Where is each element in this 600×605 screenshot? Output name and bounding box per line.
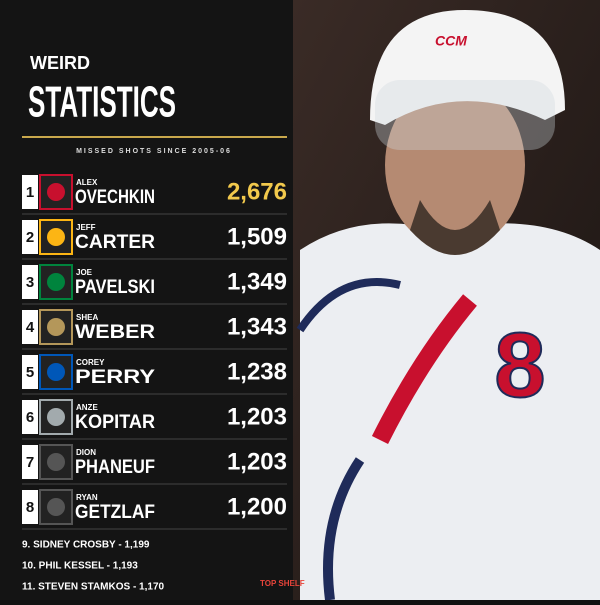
rank: 5 bbox=[26, 364, 34, 381]
shots: 1,349 bbox=[227, 268, 287, 295]
shots: 1,203 bbox=[227, 448, 287, 475]
helmet-logo: CCM bbox=[435, 33, 467, 49]
first-name: ANZE bbox=[76, 403, 98, 412]
photo: CCM 8 bbox=[293, 0, 600, 601]
team-logo-mark bbox=[47, 273, 65, 291]
extra: 10. PHIL KESSEL - 1,193 bbox=[22, 561, 138, 572]
first-name: DION bbox=[76, 448, 96, 457]
rank-box bbox=[22, 310, 38, 344]
last-name: KOPITAR bbox=[75, 412, 155, 433]
rank: 8 bbox=[26, 499, 34, 516]
rank-box bbox=[22, 220, 38, 254]
last-name: OVECHKIN bbox=[75, 187, 155, 208]
rank: 1 bbox=[26, 184, 34, 201]
rank-box bbox=[22, 445, 38, 479]
team-logo-mark bbox=[47, 498, 65, 516]
rank: 6 bbox=[26, 409, 34, 426]
rank: 7 bbox=[26, 454, 34, 471]
rank: 3 bbox=[26, 274, 34, 291]
shots: 1,200 bbox=[227, 493, 287, 520]
shots: 2,676 bbox=[227, 178, 287, 205]
team-logo-mark bbox=[47, 183, 65, 201]
last-name: PAVELSKI bbox=[75, 277, 155, 298]
team-logo-mark bbox=[47, 318, 65, 336]
shots: 1,238 bbox=[227, 358, 287, 385]
last-name: WEBER bbox=[75, 322, 155, 343]
team-logo-mark bbox=[47, 228, 65, 246]
team-logo-mark bbox=[47, 363, 65, 381]
shots: 1,343 bbox=[227, 313, 287, 340]
team-logo-mark bbox=[47, 408, 65, 426]
rank-box bbox=[22, 175, 38, 209]
first-name: SHEA bbox=[76, 313, 98, 322]
kicker: WEIRD bbox=[30, 53, 90, 73]
team-logo-mark bbox=[47, 453, 65, 471]
last-name: PERRY bbox=[75, 367, 155, 388]
rank-box bbox=[22, 490, 38, 524]
rank-box bbox=[22, 400, 38, 434]
first-name: ALEX bbox=[76, 178, 98, 187]
last-name: GETZLAF bbox=[75, 502, 155, 523]
rank: 2 bbox=[26, 229, 34, 246]
last-name: CARTER bbox=[75, 232, 155, 253]
brand: TOP SHELF bbox=[260, 579, 305, 588]
first-name: JEFF bbox=[76, 223, 96, 232]
extra: 9. SIDNEY CROSBY - 1,199 bbox=[22, 540, 150, 551]
first-name: COREY bbox=[76, 358, 105, 367]
rank: 4 bbox=[26, 319, 35, 336]
first-name: RYAN bbox=[76, 493, 98, 502]
title: STATISTICS bbox=[28, 78, 176, 127]
rank-box bbox=[22, 355, 38, 389]
last-name: PHANEUF bbox=[75, 457, 155, 478]
shots: 1,203 bbox=[227, 403, 287, 430]
rank-box bbox=[22, 265, 38, 299]
first-name: JOE bbox=[76, 268, 93, 277]
jersey-number: 8 bbox=[494, 314, 545, 416]
shots: 1,509 bbox=[227, 223, 287, 250]
extra: 11. STEVEN STAMKOS - 1,170 bbox=[22, 582, 165, 593]
subtitle: MISSED SHOTS SINCE 2005-06 bbox=[76, 148, 232, 155]
